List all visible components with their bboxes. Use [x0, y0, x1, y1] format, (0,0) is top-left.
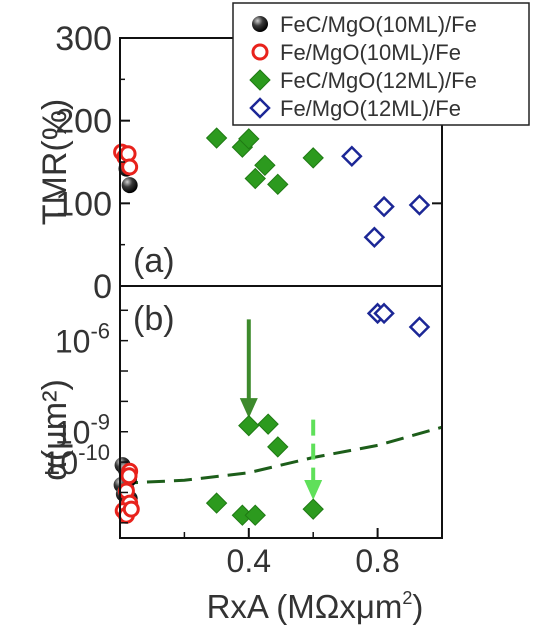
panel-b-ylabel: α(μm²) [36, 379, 74, 481]
fit-curve [119, 425, 443, 485]
panel-b-point-s2-2 [244, 504, 266, 526]
legend-marker-1 [251, 43, 269, 61]
panel-a: 0 100 200 300 TMR(%) (a) [36, 20, 443, 306]
panel-a-y-ticks: 0 100 200 300 [55, 20, 442, 306]
x-ticks: 0.4 0.8 [183, 38, 400, 579]
x-axis-label-sup: 2 [402, 588, 412, 608]
panel-b-ytick-label-2: 10-10 [43, 440, 110, 481]
panel-b-plot [113, 302, 443, 526]
legend: FeC/MgO(10ML)/Fe Fe/MgO(10ML)/Fe FeC/MgO(1… [232, 2, 530, 126]
panel-b-point-s1-1 [120, 467, 138, 485]
panel-a-point-s2-5 [267, 173, 289, 196]
panel-a-ytick-label-0: 0 [93, 268, 112, 306]
panel-a-label: (a) [133, 242, 175, 280]
legend-marker-3 [249, 97, 271, 119]
legend-items: FeC/MgO(10ML)/Fe Fe/MgO(10ML)/Fe FeC/MgO(1… [249, 12, 477, 121]
legend-marker-2 [249, 69, 271, 91]
x-axis-label-main: RxA (MΩxμm [207, 588, 403, 625]
panel-a-ytick-label-2: 200 [55, 103, 112, 141]
legend-box [232, 2, 530, 126]
arrow-head-1 [304, 480, 323, 501]
panel-a-point-s1-3 [121, 158, 139, 176]
legend-label-1: Fe/MgO(10ML)/Fe [280, 40, 461, 65]
arrow-head-0 [239, 398, 258, 419]
legend-label-3: Fe/MgO(12ML)/Fe [280, 96, 461, 121]
panel-a-point-s2-4 [254, 154, 276, 177]
panel-b-point-s2-5 [257, 413, 279, 435]
panel-b-ytick-exp-0: -6 [90, 319, 110, 344]
x-axis-label: RxA (MΩxμm2) [207, 588, 424, 625]
panel-b-point-s2-4 [238, 414, 260, 437]
panel-a-point-s3-1 [363, 226, 386, 248]
panel-a-point-s3-3 [408, 194, 431, 216]
panel-a-point-s2-2 [238, 128, 260, 150]
panel-a-ytick-label-3: 300 [55, 20, 112, 58]
panel-a-point-s2-3 [244, 167, 266, 190]
panel-a-ylabel: TMR(%) [36, 99, 74, 226]
panel-b-ytick-base-0: 10 [55, 324, 91, 360]
legend-marker-0 [252, 16, 268, 32]
panel-b-ytick-base-1: 10 [55, 415, 91, 451]
panel-b-point-s3-1 [373, 302, 395, 325]
panel-b-point-s2-3 [302, 498, 324, 520]
panel-a-ytick-label-1: 100 [55, 185, 112, 223]
panel-b-point-s3-2 [408, 316, 431, 338]
panel-b-ytick-base-2: 10 [43, 445, 79, 481]
panel-b-frame [119, 285, 443, 539]
panel-a-point-s2-0 [205, 127, 228, 149]
panel-a-point-s0-2 [121, 177, 138, 194]
panel-b-point-s2-0 [205, 492, 228, 514]
panel-a-plot [113, 127, 431, 248]
panel-a-point-s3-2 [373, 195, 395, 218]
x-axis-label-end: ) [412, 588, 423, 625]
panel-b-ytick-label-1: 10-9 [55, 410, 110, 451]
legend-label-2: FeC/MgO(12ML)/Fe [280, 68, 477, 93]
panel-b-ytick-exp-2: -10 [78, 440, 110, 465]
panel-b: 10-610-910-10 0.4 0.8 α(μm²) (b) RxA (MΩx… [36, 38, 443, 625]
panel-b-ytick-exp-1: -9 [90, 410, 110, 435]
panel-b-ytick-label-0: 10-6 [55, 319, 110, 360]
xtick-label-1: 0.8 [355, 543, 399, 579]
xtick-label-0: 0.4 [227, 543, 271, 579]
panel-b-label: (b) [133, 300, 175, 338]
panel-a-point-s3-0 [341, 145, 363, 167]
panel-b-point-s1-6 [122, 500, 140, 518]
legend-label-0: FeC/MgO(10ML)/Fe [280, 12, 477, 37]
panel-b-y-ticks: 10-610-910-10 [43, 309, 128, 524]
panel-a-point-s2-6 [302, 147, 324, 169]
panel-b-point-s2-6 [267, 436, 289, 458]
